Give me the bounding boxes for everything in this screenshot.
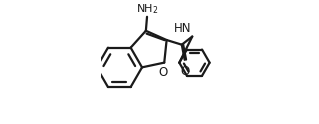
Text: O: O	[158, 66, 167, 79]
Text: HN: HN	[174, 22, 191, 35]
Text: O: O	[180, 64, 189, 78]
Text: NH$_2$: NH$_2$	[136, 2, 159, 16]
